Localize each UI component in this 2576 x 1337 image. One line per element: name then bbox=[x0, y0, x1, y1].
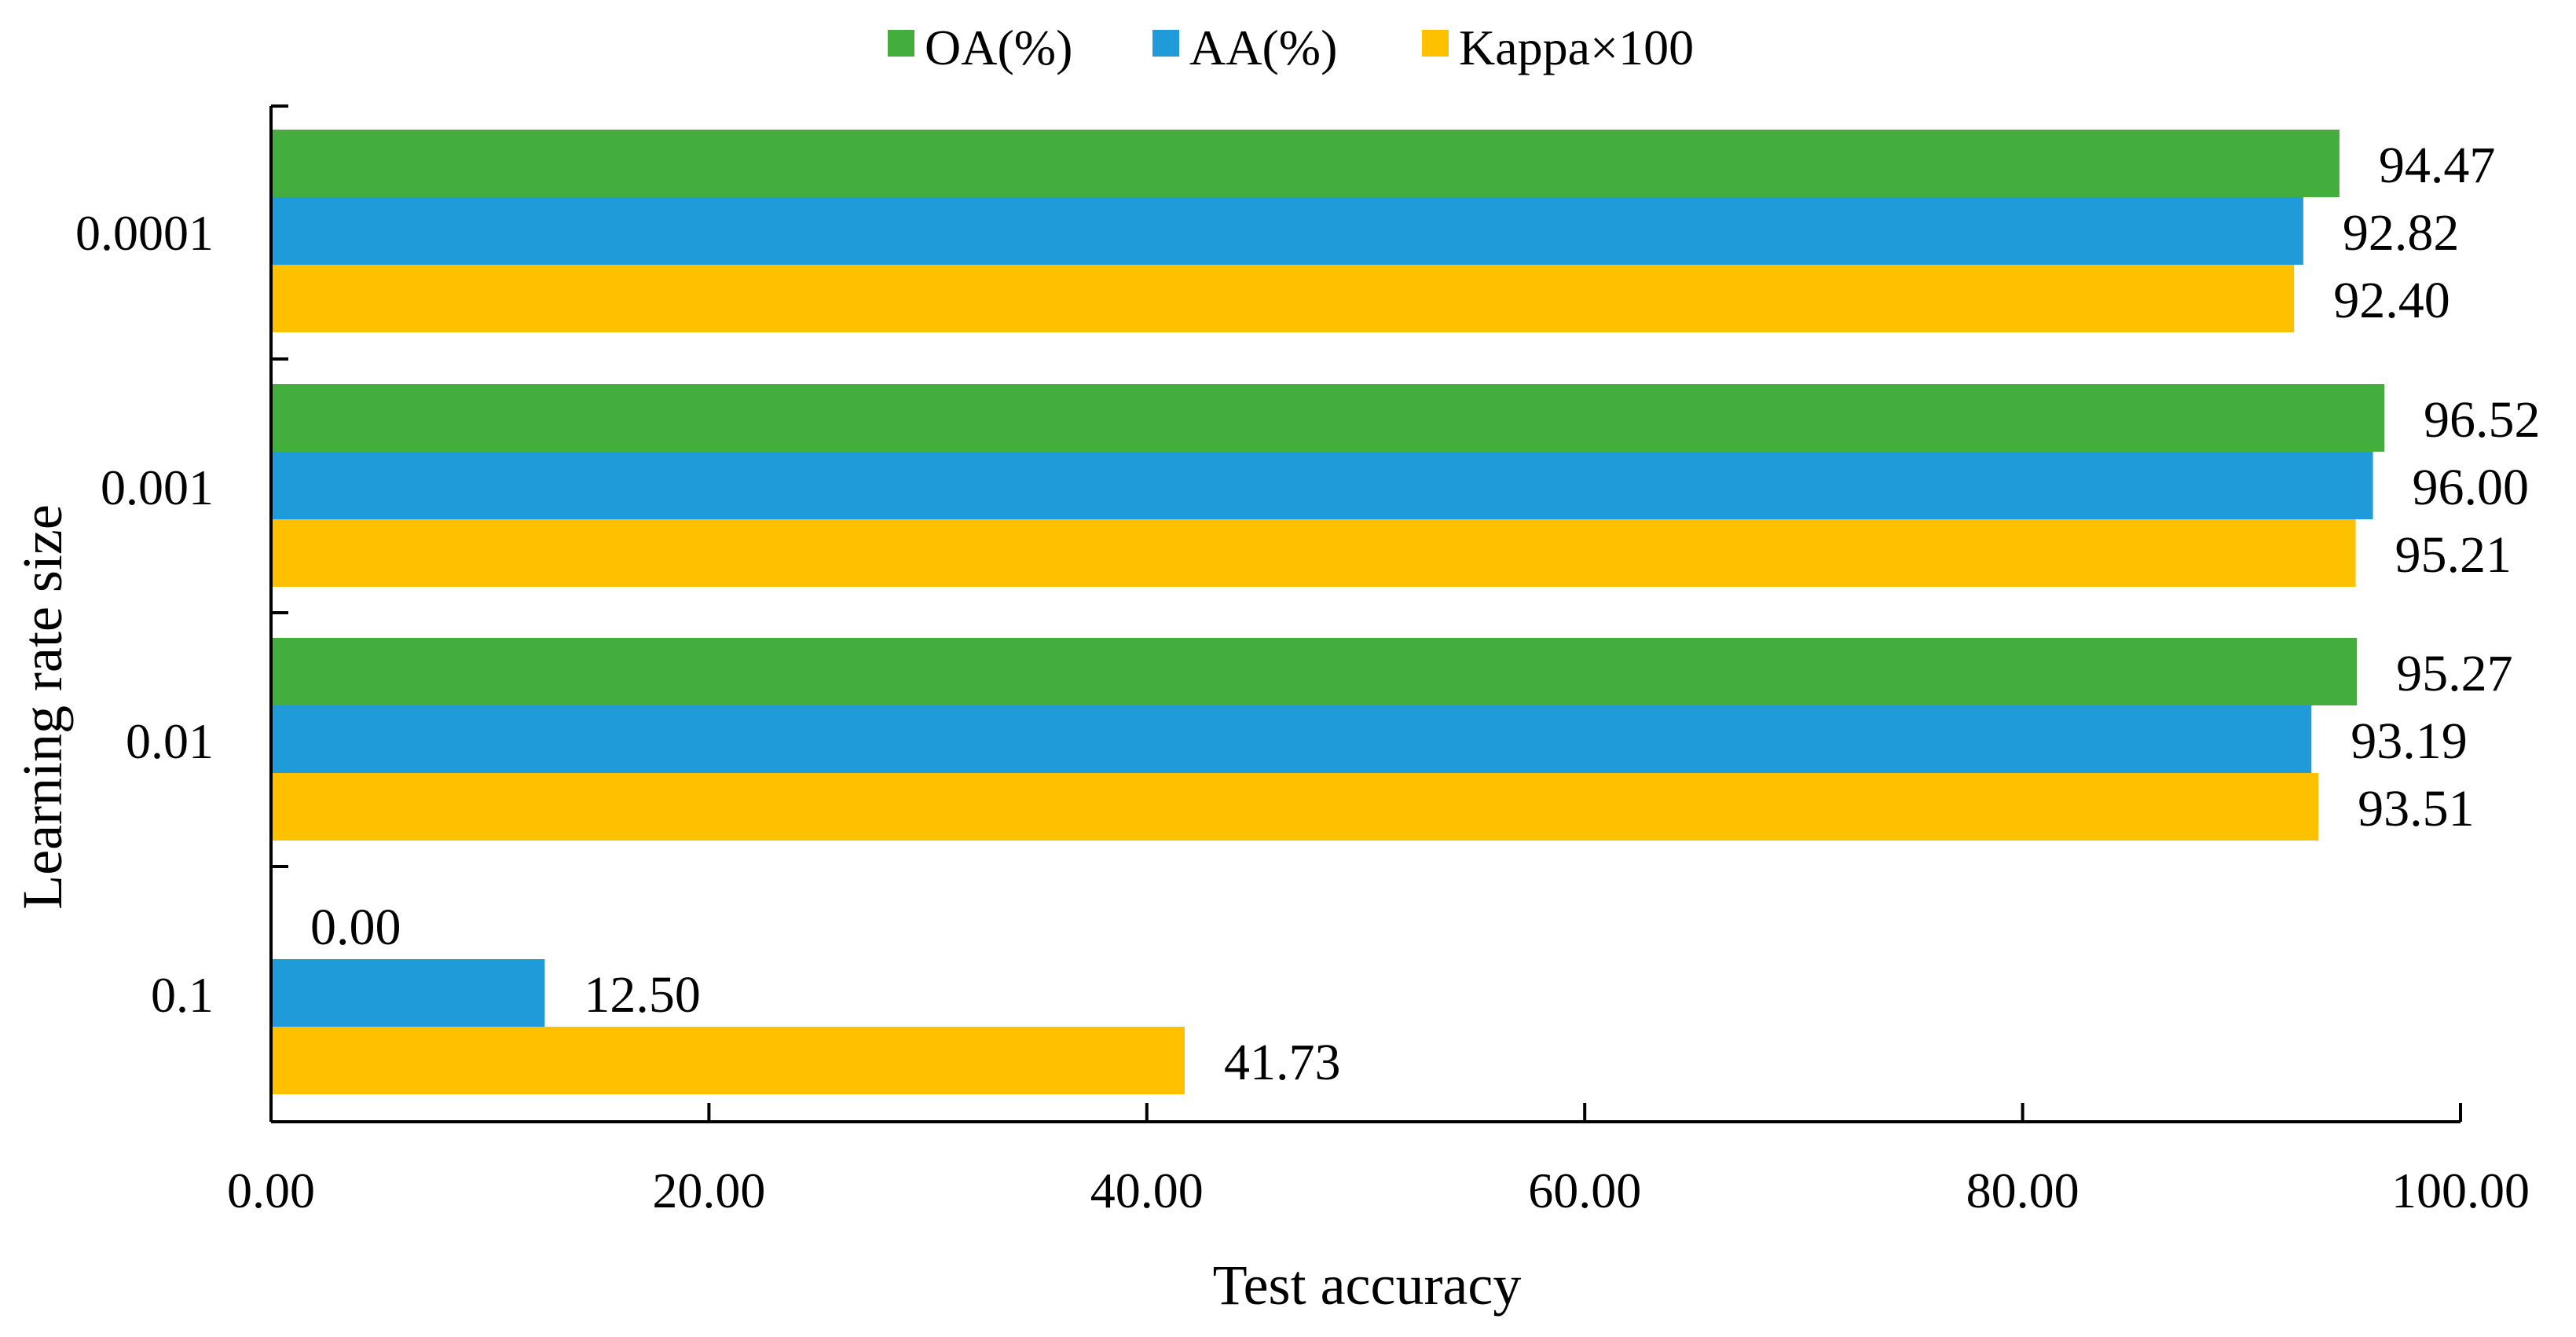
bar-0.01-AA(%) bbox=[271, 705, 2312, 773]
data-label: 41.73 bbox=[1224, 1034, 1341, 1091]
bar-0.001-AA(%) bbox=[271, 452, 2373, 519]
bar-0.01-Kappa×100 bbox=[271, 773, 2319, 841]
data-label: 95.27 bbox=[2396, 645, 2513, 702]
x-axis-title: Test accuracy bbox=[1213, 1254, 1522, 1317]
x-tick-label: 40.00 bbox=[1090, 1163, 1204, 1218]
y-tick-label: 0.1 bbox=[151, 967, 214, 1023]
bar-0.1-Kappa×100 bbox=[271, 1027, 1185, 1094]
data-label: 93.51 bbox=[2358, 780, 2475, 837]
legend-label: Kappa×100 bbox=[1459, 20, 1694, 75]
x-tick-label: 80.00 bbox=[1966, 1163, 2079, 1218]
y-tick-label: 0.0001 bbox=[75, 205, 214, 261]
legend-swatch bbox=[1152, 30, 1179, 57]
data-label: 0.00 bbox=[310, 899, 401, 956]
x-tick-label: 100.00 bbox=[2391, 1163, 2530, 1218]
bar-0.0001-OA(%) bbox=[271, 130, 2340, 197]
bar-0.1-AA(%) bbox=[271, 959, 545, 1027]
data-label: 12.50 bbox=[584, 966, 701, 1024]
data-label: 92.40 bbox=[2333, 272, 2450, 329]
bar-0.001-OA(%) bbox=[271, 384, 2385, 452]
data-label: 95.21 bbox=[2395, 526, 2512, 584]
legend-label: OA(%) bbox=[925, 20, 1072, 75]
data-label: 93.19 bbox=[2351, 712, 2468, 770]
legend-label: AA(%) bbox=[1189, 20, 1337, 75]
bar-group bbox=[271, 130, 2385, 1094]
y-tick-label: 0.001 bbox=[101, 460, 214, 515]
data-label: 92.82 bbox=[2343, 204, 2460, 262]
axes: 0.0001 0.001 0.01 0.1 0.00 20.00 40.00 60.00 80.… bbox=[75, 104, 2530, 1218]
legend: OA(%) AA(%) Kappa×100 bbox=[888, 20, 1694, 75]
x-tick-label: 20.00 bbox=[652, 1163, 765, 1218]
data-label: 94.47 bbox=[2379, 137, 2496, 194]
x-tick-label: 60.00 bbox=[1528, 1163, 1641, 1218]
x-tick-label: 0.00 bbox=[227, 1163, 315, 1218]
y-tick-label: 0.01 bbox=[126, 713, 214, 769]
bar-0.001-Kappa×100 bbox=[271, 519, 2356, 587]
legend-swatch bbox=[888, 30, 914, 57]
bar-0.0001-Kappa×100 bbox=[271, 265, 2295, 332]
bar-0.01-OA(%) bbox=[271, 638, 2358, 705]
data-labels: 94.47 92.82 92.40 96.52 96.00 95.21 95.27 93.19… bbox=[310, 137, 2541, 1091]
bar-0.0001-AA(%) bbox=[271, 197, 2303, 265]
legend-swatch bbox=[1422, 30, 1449, 57]
y-axis-title: Learning rate size bbox=[11, 504, 74, 910]
data-label: 96.52 bbox=[2424, 391, 2541, 449]
data-label: 96.00 bbox=[2413, 459, 2530, 516]
